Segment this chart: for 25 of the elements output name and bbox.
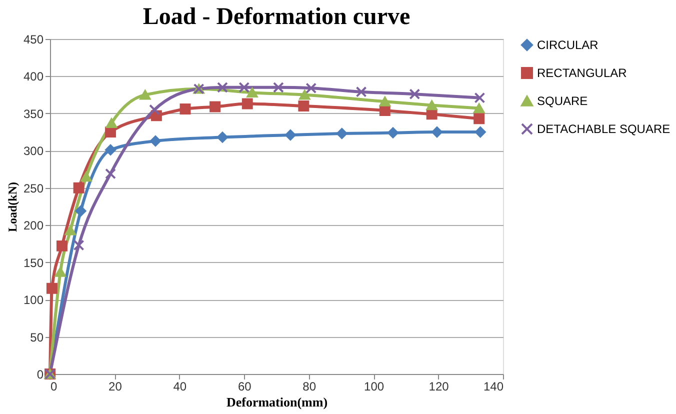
- y-tick-label: 300: [23, 144, 44, 158]
- y-tick-label: 250: [23, 181, 44, 196]
- legend-label: RECTANGULAR: [537, 66, 628, 80]
- x-tick-label: 120: [428, 380, 450, 394]
- y-tick-label: 450: [23, 32, 44, 46]
- y-tick-label: 350: [23, 106, 44, 121]
- x-tick-label: 20: [108, 380, 122, 394]
- legend-label: SQUARE: [537, 94, 588, 108]
- y-tick-label: 200: [23, 218, 44, 233]
- y-tick-label: 400: [23, 70, 44, 84]
- legend-label: DETACHABLE SQUARE: [537, 122, 670, 136]
- x-tick-label: 0: [50, 380, 58, 394]
- y-axis-title: Load(kN): [5, 182, 20, 232]
- x-tick-label: 140: [483, 380, 504, 394]
- x-tick-label: 40: [173, 380, 187, 394]
- y-tick-label: 0: [36, 368, 44, 382]
- y-tick-label: 50: [30, 330, 44, 344]
- x-tick-label: 100: [364, 380, 384, 394]
- y-tick-label: 100: [23, 293, 44, 308]
- legend-label: CIRCULAR: [537, 38, 599, 52]
- x-tick-label: 60: [238, 380, 252, 394]
- x-tick-label: 80: [302, 380, 316, 394]
- chart-title: Load - Deformation curve: [142, 4, 410, 30]
- y-tick-label: 150: [23, 256, 44, 270]
- x-axis-title: Deformation(mm): [226, 394, 328, 410]
